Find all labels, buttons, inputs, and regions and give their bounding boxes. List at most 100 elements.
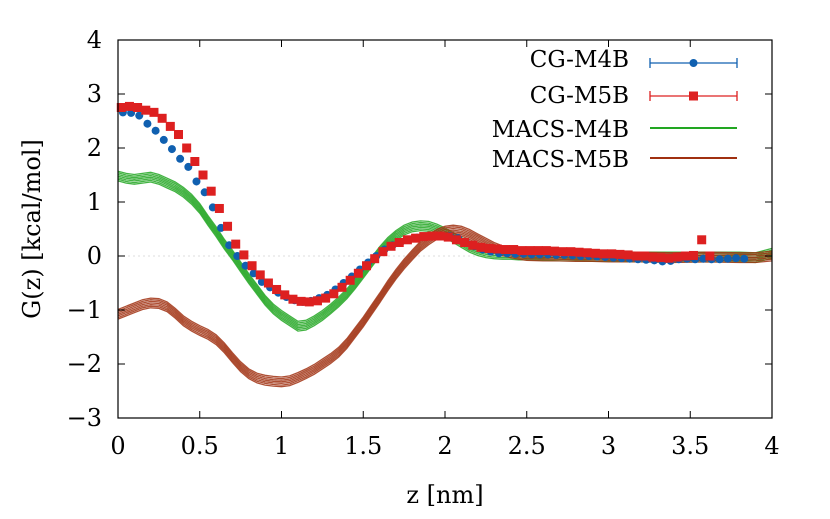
x-axis-label: z [nm]: [406, 481, 483, 509]
series-cg-m5b-point: [435, 231, 445, 241]
series-cg-m5b-point: [476, 242, 486, 252]
series-cg-m5b-point: [558, 247, 568, 257]
series-cg-m5b-point: [141, 105, 151, 115]
y-tick-label: 3: [87, 80, 102, 108]
series-cg-m5b-point: [566, 247, 576, 257]
series-cg-m5b-point: [500, 245, 510, 255]
series-cg-m5b-point: [312, 296, 322, 306]
axes-layer: 0 0.5 1 1.5 2 2.5 3 3.5 4 −3 −2 −1 0 1 2 3 4 z [nm] G(z) […: [18, 26, 780, 509]
x-tick-label: 0: [110, 432, 125, 460]
series-cg-m5b-point: [582, 248, 592, 258]
legend-swatches: [649, 58, 738, 159]
series-cg-m5b-point: [288, 294, 298, 304]
series-cg-m4b-point: [135, 111, 144, 120]
series-cg-m5b-point: [345, 275, 355, 285]
series-cg-m5b-point: [255, 270, 265, 280]
series-cg-m5b-point: [149, 107, 159, 117]
y-tick-label: −3: [67, 404, 102, 432]
series-cg-m5b-point: [427, 231, 437, 241]
series-cg-m5b-point: [492, 244, 502, 254]
series-cg-m5b-point: [443, 232, 453, 242]
series-cg-m5b-point: [631, 251, 641, 261]
series-cg-m5b-point: [190, 157, 200, 166]
series-macs-m4b-line: [117, 172, 773, 324]
series-cg-m4b-point: [184, 162, 193, 171]
series-cg-m5b-point: [599, 249, 609, 259]
series-cg-m4b-point: [159, 135, 168, 144]
series-cg-m5b-point: [517, 246, 527, 256]
x-tick-label: 1.5: [344, 432, 382, 460]
series-cg-m5b-point: [321, 293, 331, 303]
series-cg-m5b-point: [590, 248, 600, 258]
x-tick-label: 4: [764, 432, 779, 460]
series-cg-m5b-point: [198, 170, 208, 180]
series-cg-m5b-point: [525, 246, 535, 256]
series-cg-m4b-point: [151, 126, 160, 135]
series-cg-m5b-point: [550, 246, 560, 256]
series-cg-m4b-point: [257, 277, 266, 286]
series-cg-m4b-point: [699, 254, 708, 263]
series-cg-m4b-point: [225, 241, 234, 250]
x-tick-label: 1: [274, 432, 289, 460]
legend-label-macs-m4b: MACS-M4B: [492, 117, 629, 143]
series-cg-m5b-point: [623, 250, 633, 260]
series-cg-m5b-point: [206, 186, 216, 196]
series-cg-m5b-point: [419, 232, 429, 242]
series-cg-m5b-point: [157, 113, 167, 123]
series-cg-m5b-point: [165, 121, 175, 131]
legend-marker-cg-m5b: [689, 91, 698, 101]
series-cg-m5b-point: [451, 235, 461, 245]
series-macs-m4b-line: [117, 175, 773, 327]
series-cg-m5b-point: [460, 238, 470, 247]
series-cg-m5b-point: [607, 249, 617, 259]
series-cg-m5b-point: [705, 251, 715, 261]
series-cg-m5b-point: [337, 282, 347, 292]
series-cg-m5b-point: [378, 247, 388, 257]
series-cg-m4b-point: [249, 269, 258, 278]
series-macs-m5b-line: [117, 227, 773, 381]
series-cg-m5b-point: [541, 246, 551, 256]
series-cg-m5b-point: [296, 296, 306, 306]
series-cg-m5b-point: [648, 252, 658, 262]
y-tick-label: 0: [87, 242, 102, 270]
series-macs-m4b-line: [117, 170, 773, 322]
series-cg-m5b-point: [484, 243, 494, 253]
legend-label-cg-m5b: CG-M5B: [530, 83, 629, 109]
series-cg-m5b-point: [329, 289, 339, 299]
series-cg-m5b-point: [280, 290, 290, 300]
series-cg-m5b-point: [370, 254, 380, 264]
series-cg-m5b-point: [672, 252, 682, 262]
y-tick-label: −2: [67, 350, 102, 378]
series-cg-m5b-point: [231, 239, 241, 249]
series-cg-m5b-point: [386, 241, 396, 251]
series-cg-m4b-point: [217, 223, 226, 232]
series-cg-m5b-point: [509, 245, 519, 255]
series-cg-m5b-point: [223, 221, 233, 231]
series-cg-m5b-point: [239, 250, 249, 260]
legend-label-macs-m5b: MACS-M5B: [492, 147, 629, 173]
y-tick-label: −1: [67, 296, 102, 324]
series-macs-m5b-line: [117, 224, 773, 378]
series-cg-m5b-point: [116, 103, 126, 112]
series-cg-m5b-point: [680, 251, 690, 261]
series-cg-m4b-point: [715, 255, 724, 264]
series-cg-m5b-point: [133, 103, 143, 112]
series-cg-m4b-point: [208, 203, 217, 212]
series-cg-m5b-point: [402, 235, 412, 245]
series-cg-m5b-point: [214, 203, 224, 213]
series-cg-m4b-point: [176, 154, 185, 163]
x-tick-label: 2.5: [508, 432, 546, 460]
series-cg-m4b-point: [233, 252, 242, 260]
series-cg-m5b-point: [353, 268, 363, 278]
series-cg-m5b-point: [124, 101, 134, 111]
series-cg-m5b-point: [173, 130, 183, 139]
series-cg-m4b-point: [200, 188, 209, 197]
series-cg-m5b-point: [639, 251, 649, 261]
series-cg-m4b-point: [732, 254, 741, 263]
series-cg-m5b-point: [574, 247, 584, 257]
y-tick-label: 4: [87, 26, 102, 54]
series-cg-m5b-point: [272, 284, 282, 294]
series-cg-m4b-point: [740, 254, 749, 263]
series-cg-m5b-point: [664, 253, 674, 263]
